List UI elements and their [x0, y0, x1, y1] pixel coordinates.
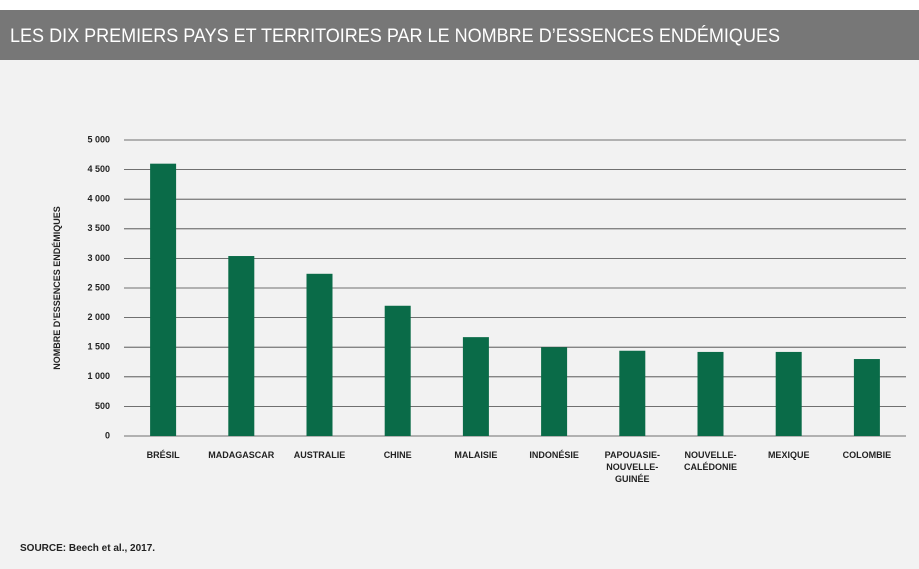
- x-tick-label: INDONÉSIE: [529, 450, 579, 460]
- y-tick-label: 500: [95, 401, 110, 411]
- bar: [306, 273, 333, 436]
- y-tick-label: 4 500: [87, 164, 110, 174]
- x-tick-label: NOUVELLE-CALÉDONIE: [684, 450, 737, 472]
- x-tick-label: MADAGASCAR: [208, 450, 274, 460]
- bar: [619, 350, 646, 436]
- top-strip: [0, 0, 919, 10]
- source-note: SOURCE: Beech et al., 2017.: [20, 543, 155, 554]
- y-tick-label: 1 000: [87, 371, 110, 381]
- x-tick-label: BRÉSIL: [147, 450, 181, 460]
- bar: [541, 347, 568, 436]
- x-tick-label: MEXIQUE: [768, 450, 810, 460]
- bar: [150, 163, 177, 436]
- bar: [462, 337, 489, 436]
- y-tick-label: 0: [105, 430, 110, 440]
- y-axis-label: NOMBRE D’ESSENCES ENDÉMIQUES: [52, 206, 62, 370]
- y-tick-label: 5 000: [87, 134, 110, 144]
- y-tick-label: 4 000: [87, 194, 110, 204]
- bar: [697, 351, 724, 436]
- x-tick-label: MALAISIE: [454, 450, 497, 460]
- x-tick-label: PAPOUASIE-NOUVELLE-GUINÉE: [605, 450, 660, 484]
- header-band: [0, 10, 919, 60]
- y-tick-label: 1 500: [87, 342, 110, 352]
- bar: [228, 256, 255, 436]
- bar: [384, 305, 411, 436]
- x-tick-label: COLOMBIE: [843, 450, 892, 460]
- bar: [853, 359, 880, 436]
- y-tick-label: 3 000: [87, 253, 110, 263]
- bar: [775, 351, 802, 436]
- y-tick-label: 3 500: [87, 223, 110, 233]
- x-tick-label: CHINE: [384, 450, 412, 460]
- y-tick-label: 2 000: [87, 312, 110, 322]
- y-tick-label: 2 500: [87, 282, 110, 292]
- chart-title: LES DIX PREMIERS PAYS ET TERRITOIRES PAR…: [10, 26, 780, 47]
- x-tick-label: AUSTRALIE: [294, 450, 346, 460]
